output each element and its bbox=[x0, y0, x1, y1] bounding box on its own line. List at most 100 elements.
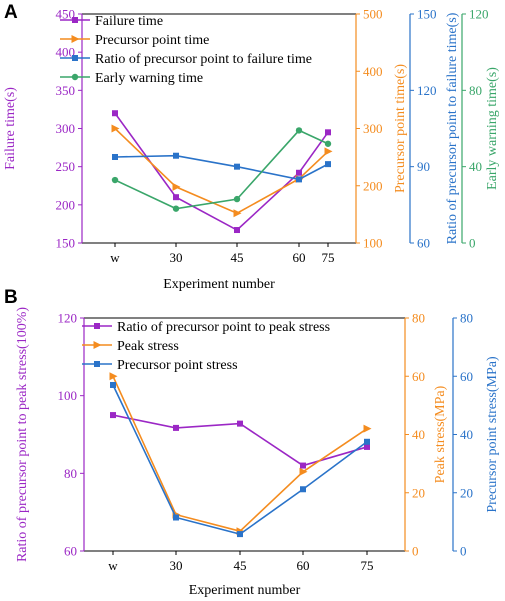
legend-item-early-warning-time: Early warning time bbox=[60, 71, 203, 86]
y-tick-label: 200 bbox=[56, 197, 76, 212]
series-line bbox=[112, 375, 368, 533]
y-axis-precursor-point-time-s: 100 200 300 400 500 Precursor point time(s) bbox=[355, 7, 408, 251]
legend-label: Ratio of precursor point to failure time bbox=[95, 52, 312, 67]
data-point-45 bbox=[234, 227, 240, 234]
data-point-30 bbox=[172, 205, 180, 212]
legend-item-peak-stress: Peak stress bbox=[82, 339, 179, 354]
legend-label: Failure time bbox=[95, 14, 163, 29]
y-tick-label: 120 bbox=[58, 311, 78, 326]
y-axis-ratio-of-precursor-point-to-failure-time-s: 60 90 120 150 Ratio of precursor point to fa… bbox=[409, 7, 460, 251]
y-tick-label: 90 bbox=[417, 159, 430, 174]
x-tick-label-45: 45 bbox=[231, 250, 244, 265]
legend: Failure time Precursor point time Ratio of… bbox=[60, 14, 312, 86]
legend-item-precursor-point-time: Precursor point time bbox=[60, 33, 209, 48]
x-axis-label: Experiment number bbox=[163, 277, 275, 292]
data-point-60 bbox=[295, 127, 303, 134]
legend-label: Early warning time bbox=[95, 71, 203, 86]
y-tick-label: 80 bbox=[64, 466, 77, 481]
y-tick-label: 60 bbox=[412, 369, 425, 384]
legend-item-failure-time: Failure time bbox=[60, 14, 163, 29]
y-axis-label: Ratio of precursor point to peak stress(… bbox=[15, 307, 30, 562]
data-point-45 bbox=[237, 420, 243, 427]
y-axis-label: Peak stress(MPa) bbox=[433, 385, 448, 483]
y-tick-label: 40 bbox=[469, 159, 482, 174]
data-point-30 bbox=[173, 424, 179, 431]
y-tick-label: 400 bbox=[56, 45, 76, 60]
y-tick-label: 80 bbox=[460, 311, 473, 326]
data-point-60 bbox=[296, 176, 302, 183]
y-tick-label: 0 bbox=[460, 544, 467, 559]
x-tick-label-45: 45 bbox=[234, 558, 247, 573]
data-point-w bbox=[111, 176, 119, 184]
data-point-75 bbox=[364, 443, 370, 450]
y-tick-label: 300 bbox=[363, 121, 383, 136]
data-point-75 bbox=[324, 147, 333, 156]
y-tick-label: 450 bbox=[56, 7, 76, 22]
data-point-75 bbox=[324, 140, 332, 147]
legend-marker bbox=[93, 341, 102, 349]
y-tick-label: 100 bbox=[58, 388, 78, 403]
x-tick-label-w: w bbox=[110, 250, 120, 265]
chart-panel-a: w 30 45 60 75 Experiment number 150 200 250 300 35… bbox=[3, 7, 500, 293]
y-axis-label: Precursor point time(s) bbox=[393, 64, 408, 193]
y-tick-label: 80 bbox=[469, 83, 482, 98]
data-point-30 bbox=[173, 514, 179, 521]
legend-label: Precursor point time bbox=[95, 33, 209, 48]
x-tick-label-60: 60 bbox=[293, 250, 306, 265]
series-precursor-point-stress bbox=[110, 381, 370, 538]
data-point-30 bbox=[172, 182, 181, 191]
legend-marker bbox=[72, 55, 78, 61]
y-tick-label: 20 bbox=[412, 485, 425, 500]
y-tick-label: 60 bbox=[417, 236, 430, 251]
legend-marker bbox=[94, 361, 100, 367]
series-peak-stress bbox=[109, 372, 372, 536]
series-ratio-of-precursor-point-to-peak-stress bbox=[110, 412, 370, 469]
y-axis-label: Early warning time(s) bbox=[485, 67, 500, 190]
x-tick-label-75: 75 bbox=[322, 250, 335, 265]
series-early-warning-time bbox=[111, 127, 332, 212]
y-tick-label: 100 bbox=[363, 236, 383, 251]
data-point-w bbox=[112, 110, 118, 117]
x-tick-label-w: w bbox=[108, 558, 118, 573]
x-tick-label-60: 60 bbox=[297, 558, 310, 573]
data-point-w bbox=[110, 381, 116, 388]
y-tick-label: 80 bbox=[412, 311, 425, 326]
data-point-45 bbox=[237, 531, 243, 538]
data-point-45 bbox=[233, 195, 241, 203]
y-tick-label: 150 bbox=[56, 236, 76, 251]
data-point-w bbox=[109, 372, 118, 381]
y-tick-label: 250 bbox=[56, 159, 76, 174]
legend-item-ratio-of-precursor-point-to-failure-time: Ratio of precursor point to failure time bbox=[60, 52, 312, 67]
data-point-60 bbox=[299, 467, 308, 476]
data-point-60 bbox=[300, 486, 306, 493]
panel-letter-b: B bbox=[4, 287, 18, 308]
data-point-45 bbox=[233, 209, 242, 218]
y-axis-ratio-of-precursor-point-to-peak-stress-100: 60 80 100 120 Ratio of precursor point to pe… bbox=[15, 307, 85, 562]
legend: Ratio of precursor point to peak stress P… bbox=[82, 320, 330, 373]
legend-item-precursor-point-stress: Precursor point stress bbox=[82, 358, 238, 373]
x-tick-label-75: 75 bbox=[361, 558, 374, 573]
panel-letter-a: A bbox=[4, 2, 18, 23]
y-axis-failure-time-s: 150 200 250 300 350 400 450 Failure time(s) bbox=[3, 7, 83, 251]
y-axis-label: Ratio of precursor point to failure time… bbox=[445, 12, 460, 244]
y-tick-label: 150 bbox=[417, 7, 437, 22]
data-point-w bbox=[111, 124, 120, 133]
y-tick-label: 0 bbox=[412, 544, 419, 559]
series-failure-time bbox=[112, 110, 331, 234]
y-tick-label: 120 bbox=[417, 83, 437, 98]
data-point-75 bbox=[364, 438, 370, 445]
legend-item-ratio-of-precursor-point-to-peak-stress: Ratio of precursor point to peak stress bbox=[82, 320, 330, 335]
y-axis-label: Precursor point stress(MPa) bbox=[485, 356, 500, 513]
data-point-w bbox=[112, 153, 118, 160]
y-tick-label: 40 bbox=[412, 427, 425, 442]
y-axis-label: Failure time(s) bbox=[3, 87, 18, 170]
y-tick-label: 120 bbox=[469, 7, 489, 22]
data-point-75 bbox=[325, 161, 331, 168]
x-axis-label: Experiment number bbox=[189, 583, 301, 598]
y-axis-peak-stress-mpa: 0 20 40 60 80 Peak stress(MPa) bbox=[404, 311, 448, 559]
y-tick-label: 0 bbox=[469, 236, 476, 251]
legend-label: Precursor point stress bbox=[117, 358, 238, 373]
legend-marker bbox=[71, 73, 79, 81]
series-line bbox=[114, 129, 329, 210]
